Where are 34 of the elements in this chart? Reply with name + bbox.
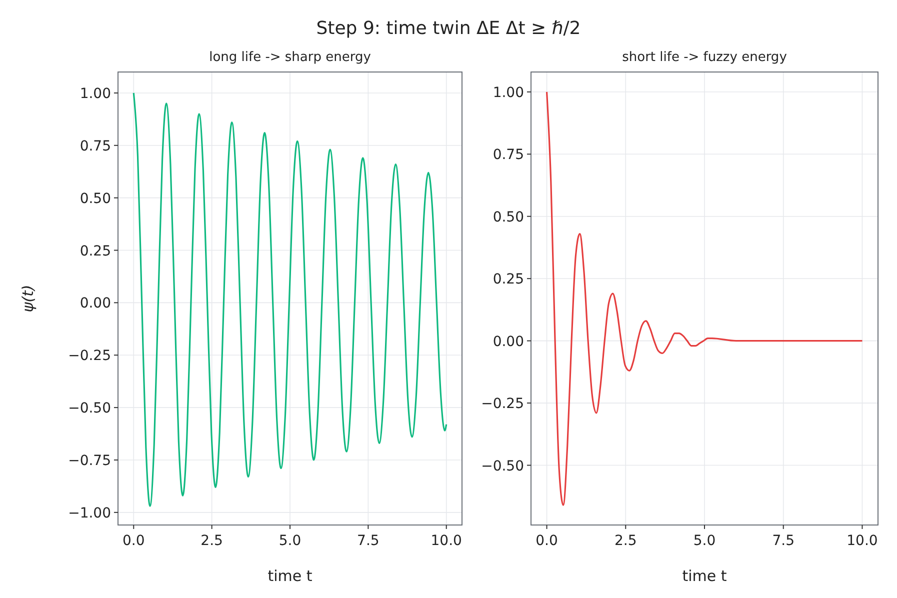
- y-tick-label: 0.25: [80, 243, 111, 260]
- x-tick-label: 7.5: [772, 533, 794, 549]
- y-tick-label: 1.00: [80, 86, 111, 102]
- chart-title: Step 9: time twin ΔE Δt ≥ ℏ/2: [316, 18, 581, 39]
- y-tick-label: 0.50: [492, 209, 524, 226]
- y-tick-label: 0.75: [80, 138, 111, 154]
- x-tick-label: 2.5: [200, 533, 223, 549]
- x-tick-label: 10.0: [430, 533, 462, 549]
- line-series: [546, 91, 864, 506]
- y-axis-title: ψ(t): [19, 284, 37, 312]
- y-tick-label: −0.25: [481, 396, 524, 412]
- x-tick-label: 10.0: [846, 533, 878, 549]
- chart-subtitle: short life -> fuzzy energy: [622, 50, 788, 65]
- y-tick-label: 0.00: [492, 334, 524, 350]
- y-tick-label: −0.75: [68, 452, 111, 469]
- chart-subtitle: long life -> sharp energy: [209, 50, 372, 65]
- x-tick-label: 0.0: [122, 533, 145, 549]
- y-tick-label: 0.25: [492, 272, 524, 288]
- y-tick-label: −0.50: [68, 400, 111, 417]
- x-tick-label: 2.5: [614, 533, 637, 549]
- x-tick-label: 5.0: [278, 533, 302, 549]
- y-tick-label: 0.75: [492, 147, 524, 164]
- y-tick-label: −0.50: [481, 458, 524, 474]
- y-tick-label: 1.00: [492, 84, 524, 101]
- x-tick-label: 7.5: [357, 533, 380, 549]
- x-tick-label: 5.0: [693, 533, 716, 549]
- y-tick-label: −1.00: [68, 505, 111, 522]
- y-tick-label: 0.50: [80, 190, 111, 207]
- y-tick-label: −0.25: [68, 348, 111, 364]
- x-axis-title: time t: [682, 567, 727, 585]
- y-tick-label: 0.00: [80, 296, 111, 312]
- x-axis-title: time t: [268, 567, 312, 585]
- x-tick-label: 0.0: [536, 533, 558, 549]
- line-series: [132, 92, 448, 507]
